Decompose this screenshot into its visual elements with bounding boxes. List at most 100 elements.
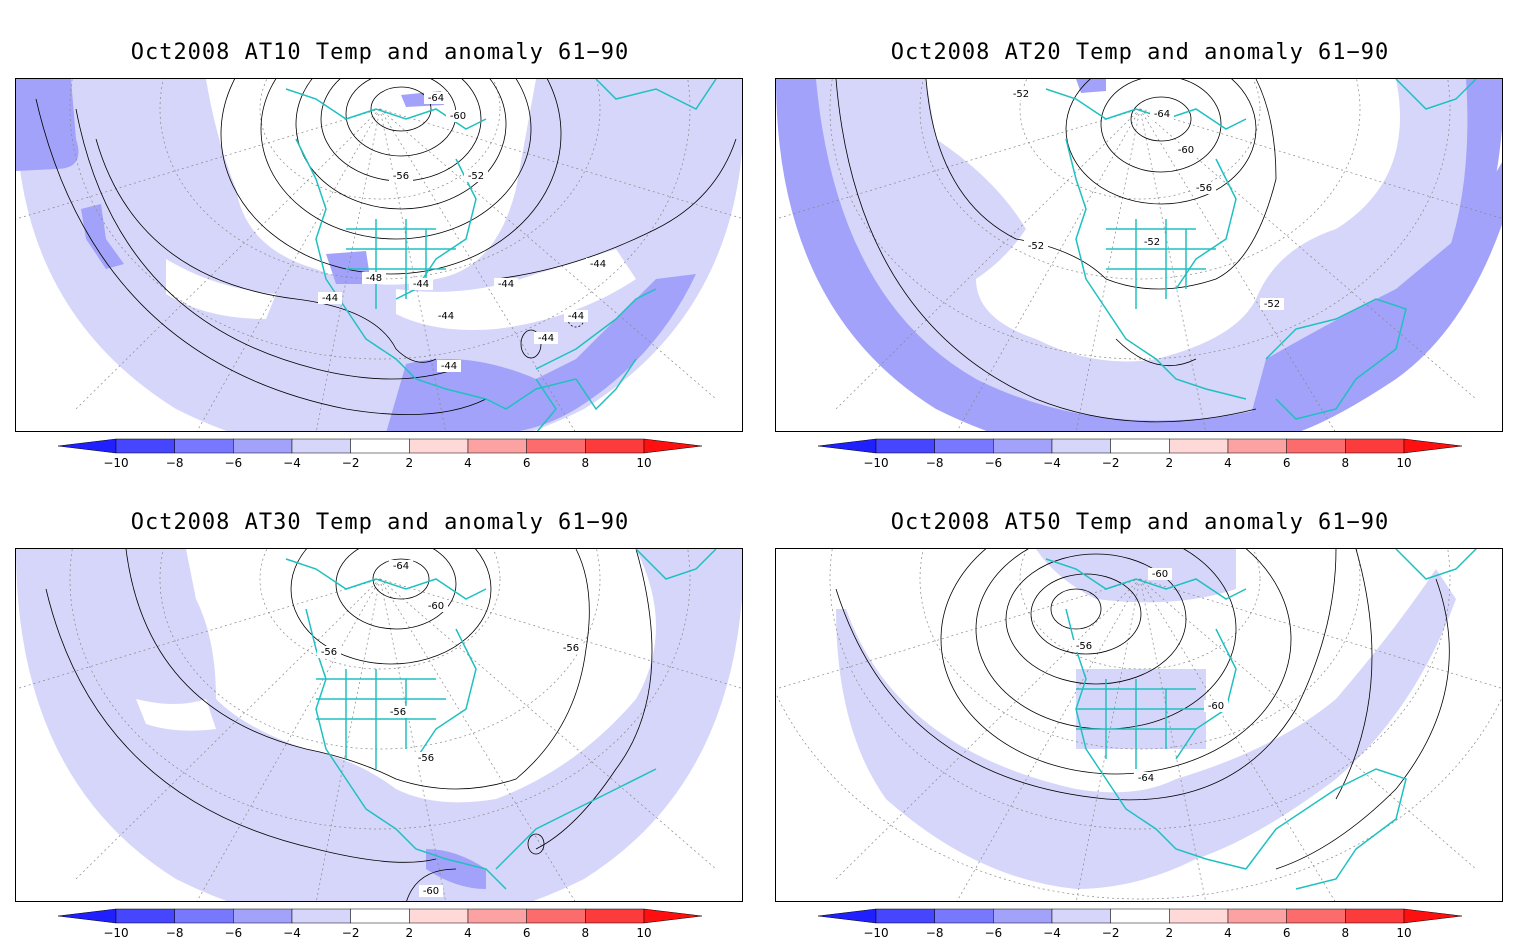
colorbar-arrow-high xyxy=(643,908,703,924)
colorbar-tick-label: 8 xyxy=(1341,456,1350,470)
anomaly-neutral-zone xyxy=(206,79,536,285)
map-frame: -60 -56 -60 -64 xyxy=(775,548,1503,902)
colorbar-segment xyxy=(409,438,469,454)
coastlines xyxy=(1045,79,1477,420)
colorbar-svg xyxy=(57,438,703,454)
map-frame: -64 -60 -56 -56 -56 -56 -60 xyxy=(15,548,743,902)
anomaly-neutral-zone xyxy=(136,699,216,731)
contour-label: -44 xyxy=(568,311,584,322)
contour-label: -56 xyxy=(1076,641,1092,652)
coastlines xyxy=(285,79,717,431)
colorbar-segment xyxy=(934,908,994,924)
map-frame: -64 -60 -56 -52 -48 -44 -44 -44 -44 -44 -44 -44 -44 xyxy=(15,78,743,432)
colorbar-tick-label: −6 xyxy=(224,926,243,940)
contour-label: -60 xyxy=(1152,569,1168,580)
colorbar-segment xyxy=(1345,908,1405,924)
contour-label-layer: -52 -64 -60 -56 -52 -52 -52 xyxy=(1009,88,1284,310)
contour-label-bg xyxy=(409,278,433,290)
contour-label-bg xyxy=(464,170,488,182)
contour-label-bg xyxy=(494,278,518,290)
map-panel-at50: Oct2008 AT50 Temp and anomaly 61−90 xyxy=(760,470,1520,940)
colorbar-segment xyxy=(1286,908,1346,924)
colorbar-segment xyxy=(1110,908,1170,924)
colorbar-segment xyxy=(174,908,234,924)
contour-label-bg xyxy=(1009,88,1033,100)
colorbar-svg xyxy=(817,438,1463,454)
colorbar-arrow-low xyxy=(817,438,877,454)
contour-label-bg xyxy=(424,600,448,612)
contour-label-bg xyxy=(362,272,386,284)
colorbar-tick-label: 8 xyxy=(1341,926,1350,940)
colorbar-tick-label: 10 xyxy=(1396,456,1412,470)
map-panel-at20: Oct2008 AT20 Temp and anomaly 61−90 xyxy=(760,0,1520,470)
contour-label: -52 xyxy=(1144,237,1160,248)
colorbar-svg xyxy=(57,908,703,924)
colorbar-segment xyxy=(1051,908,1111,924)
colorbar-tick-label: −10 xyxy=(103,926,129,940)
map-svg: -64 -60 -56 -56 -56 -56 -60 xyxy=(16,549,742,901)
contour-label: -52 xyxy=(1264,299,1280,310)
anomaly-mild-band xyxy=(836,569,1456,889)
contour-label: -56 xyxy=(393,171,409,182)
map-panel-at10: Oct2008 AT10 Temp and anomaly 61−90 xyxy=(0,0,760,470)
contour-label-bg xyxy=(389,560,413,572)
map-svg: -52 -64 -60 -56 -52 -52 -52 xyxy=(776,79,1502,431)
contour-label-bg xyxy=(586,258,610,270)
colorbar-segment xyxy=(526,438,586,454)
contour-label-bg xyxy=(386,706,410,718)
anomaly-neutral-zone xyxy=(926,79,1400,362)
colorbar-segment xyxy=(585,438,645,454)
contour-label-bg xyxy=(1260,298,1284,310)
contour-label-bg xyxy=(1174,144,1198,156)
coastlines xyxy=(1045,549,1477,890)
colorbar-segment xyxy=(585,908,645,924)
temperature-contours xyxy=(35,79,737,416)
map-panel-at30: Oct2008 AT30 Temp and anomaly 61−90 xyxy=(0,470,760,940)
contour-label-bg xyxy=(1140,236,1164,248)
colorbar-segment xyxy=(291,908,351,924)
colorbar-tick-label: −8 xyxy=(165,926,184,940)
contour-label: -52 xyxy=(1028,241,1044,252)
graticule xyxy=(776,549,1502,901)
colorbar-tick-label: 4 xyxy=(464,456,472,470)
colorbar-segment xyxy=(233,438,293,454)
contour-label: -44 xyxy=(322,293,338,304)
contour-label: -64 xyxy=(428,93,444,104)
colorbar-segment xyxy=(1169,438,1229,454)
colorbar-tick-label: 6 xyxy=(522,456,531,470)
colorbar-tick-label: 10 xyxy=(636,456,652,470)
colorbar-tick-label: −4 xyxy=(283,926,301,940)
map-svg: -64 -60 -56 -52 -48 -44 -44 -44 -44 -44 -44 -44 -44 xyxy=(16,79,742,431)
colorbar-segment xyxy=(1227,438,1287,454)
contour-label: -44 xyxy=(438,311,454,322)
contour-label: -56 xyxy=(563,643,579,654)
colorbar-segment xyxy=(233,908,293,924)
colorbar-segment xyxy=(467,438,527,454)
map-svg: -60 -56 -60 -64 xyxy=(776,549,1502,901)
contour-label-bg xyxy=(446,110,470,122)
colorbar-tick-label: 2 xyxy=(405,926,414,940)
contour-label-layer: -64 -60 -56 -56 -56 -56 -60 xyxy=(317,560,583,897)
contour-label-bg xyxy=(1024,240,1048,252)
anomaly-mild-band xyxy=(1036,549,1236,603)
anomaly-cold-patch xyxy=(386,274,696,431)
colorbar-tick-label: −6 xyxy=(984,926,1003,940)
colorbar-tick-label: 2 xyxy=(405,456,414,470)
contour-label: -64 xyxy=(1154,109,1170,120)
contour-label-bg xyxy=(1134,772,1158,784)
contour-label: -52 xyxy=(1013,89,1029,100)
panel-title: Oct2008 AT20 Temp and anomaly 61−90 xyxy=(890,40,1390,65)
colorbar-segment xyxy=(1345,438,1405,454)
contour-label-bg xyxy=(564,310,588,322)
contour-label: -52 xyxy=(468,171,484,182)
temperature-contours xyxy=(835,549,1450,870)
colorbar: −10 −8 −6 −4 −2 2 4 6 8 10 xyxy=(817,908,1463,948)
contour-label: -56 xyxy=(1196,183,1212,194)
colorbar-segment xyxy=(993,438,1053,454)
colorbar-segment xyxy=(350,438,410,454)
contour-label: -60 xyxy=(1208,701,1224,712)
anomaly-cold-patch xyxy=(16,79,79,171)
colorbar-tick-label: 6 xyxy=(1282,926,1291,940)
colorbar-tick-label: −10 xyxy=(103,456,129,470)
contour-label: -56 xyxy=(418,753,434,764)
